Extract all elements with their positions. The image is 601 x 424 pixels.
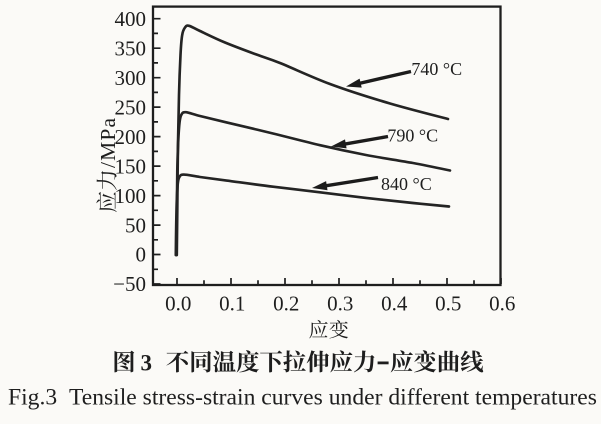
svg-text:300: 300	[115, 66, 147, 90]
svg-text:740 °C: 740 °C	[411, 59, 462, 79]
svg-text:−50: −50	[113, 272, 146, 296]
svg-text:250: 250	[115, 95, 147, 119]
svg-text:150: 150	[115, 154, 147, 178]
svg-text:200: 200	[115, 125, 147, 149]
svg-text:/MPa: /MPa	[96, 118, 120, 168]
svg-text:400: 400	[115, 7, 147, 31]
svg-text:0.6: 0.6	[489, 291, 515, 315]
svg-text:0.0: 0.0	[165, 291, 191, 315]
svg-text:0.2: 0.2	[273, 291, 299, 315]
svg-text:50: 50	[125, 213, 146, 237]
svg-text:0: 0	[136, 243, 147, 267]
svg-text:350: 350	[115, 36, 147, 60]
svg-text:0.5: 0.5	[435, 291, 461, 315]
svg-text:3: 3	[141, 350, 153, 375]
svg-text:0.4: 0.4	[381, 291, 408, 315]
svg-text:0.3: 0.3	[327, 291, 353, 315]
svg-text:100: 100	[115, 184, 147, 208]
svg-text:840 °C: 840 °C	[381, 174, 432, 194]
svg-text:0.1: 0.1	[219, 291, 245, 315]
svg-text:790 °C: 790 °C	[387, 125, 438, 145]
svg-text:Fig.3 Tensile stress-strain c: Fig.3 Tensile stress-strain curves under…	[8, 384, 597, 410]
